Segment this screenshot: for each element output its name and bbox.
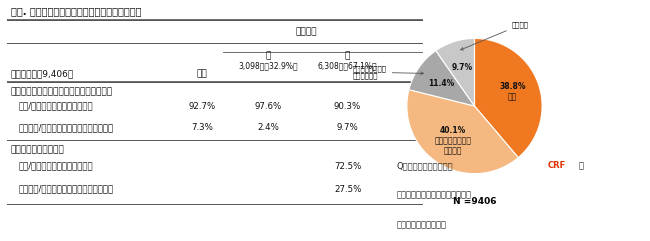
Text: 思わない/どちらかというとそう思わない: 思わない/どちらかというとそう思わない [19,185,114,194]
Wedge shape [407,90,518,174]
Text: 思う/どちらかというとそう思う: 思う/どちらかというとそう思う [19,162,94,171]
Text: 38.8%
思う: 38.8% 思う [499,82,526,102]
Text: 測定してみたいか。: 測定してみたいか。 [396,220,447,229]
Text: 思わない/どちらかというとそう思わない: 思わない/どちらかというとそう思わない [19,123,114,132]
Text: N =9406: N =9406 [453,197,496,206]
Text: 無: 無 [345,51,350,60]
Text: 6,308人（67.1%）: 6,308人（67.1%） [318,62,378,71]
Wedge shape [436,39,474,106]
Text: 全体: 全体 [197,69,207,78]
Text: 運動習慣: 運動習慣 [295,27,317,36]
Text: 思わない: 思わない [461,22,528,50]
Text: 11.4%: 11.4% [428,79,454,87]
Text: 運動を習慣化したいか: 運動を習慣化したいか [10,145,64,154]
Text: どちらかというと
そう思わない: どちらかというと そう思わない [353,65,423,79]
Text: 2.4%: 2.4% [257,123,280,132]
Text: を: を [579,161,584,170]
Text: 安全に、簡潔に測定できれば、: 安全に、簡潔に測定できれば、 [396,190,471,199]
Text: 97.6%: 97.6% [255,101,282,111]
Text: 3,098人（32.9%）: 3,098人（32.9%） [239,62,298,71]
Text: 92.7%: 92.7% [188,101,216,111]
Text: 表１. 労働者の体力・身体活動に関する意識調査: 表１. 労働者の体力・身体活動に関する意識調査 [10,6,141,16]
Text: 27.5%: 27.5% [334,185,361,194]
Text: 思う/どちらかというとそう思う: 思う/どちらかというとそう思う [19,101,94,111]
Text: CRF: CRF [547,161,566,170]
Text: 9.7%: 9.7% [337,123,359,132]
Text: Q．職場の健康診断等で: Q．職場の健康診断等で [396,161,453,170]
Text: 72.5%: 72.5% [334,162,361,171]
Text: 90.3%: 90.3% [334,101,361,111]
Wedge shape [409,51,474,106]
Text: 9.7%: 9.7% [452,63,473,72]
Text: 40.1%
どちらかというと
そう思う: 40.1% どちらかというと そう思う [435,126,472,155]
Text: 東京圏労働者9,406人: 東京圏労働者9,406人 [10,69,74,78]
Text: 運動は健康に良好な影響を及ぼすと思うか: 運動は健康に良好な影響を及ぼすと思うか [10,87,113,96]
Text: 7.3%: 7.3% [191,123,213,132]
Wedge shape [474,39,542,158]
Text: 有: 有 [266,51,271,60]
